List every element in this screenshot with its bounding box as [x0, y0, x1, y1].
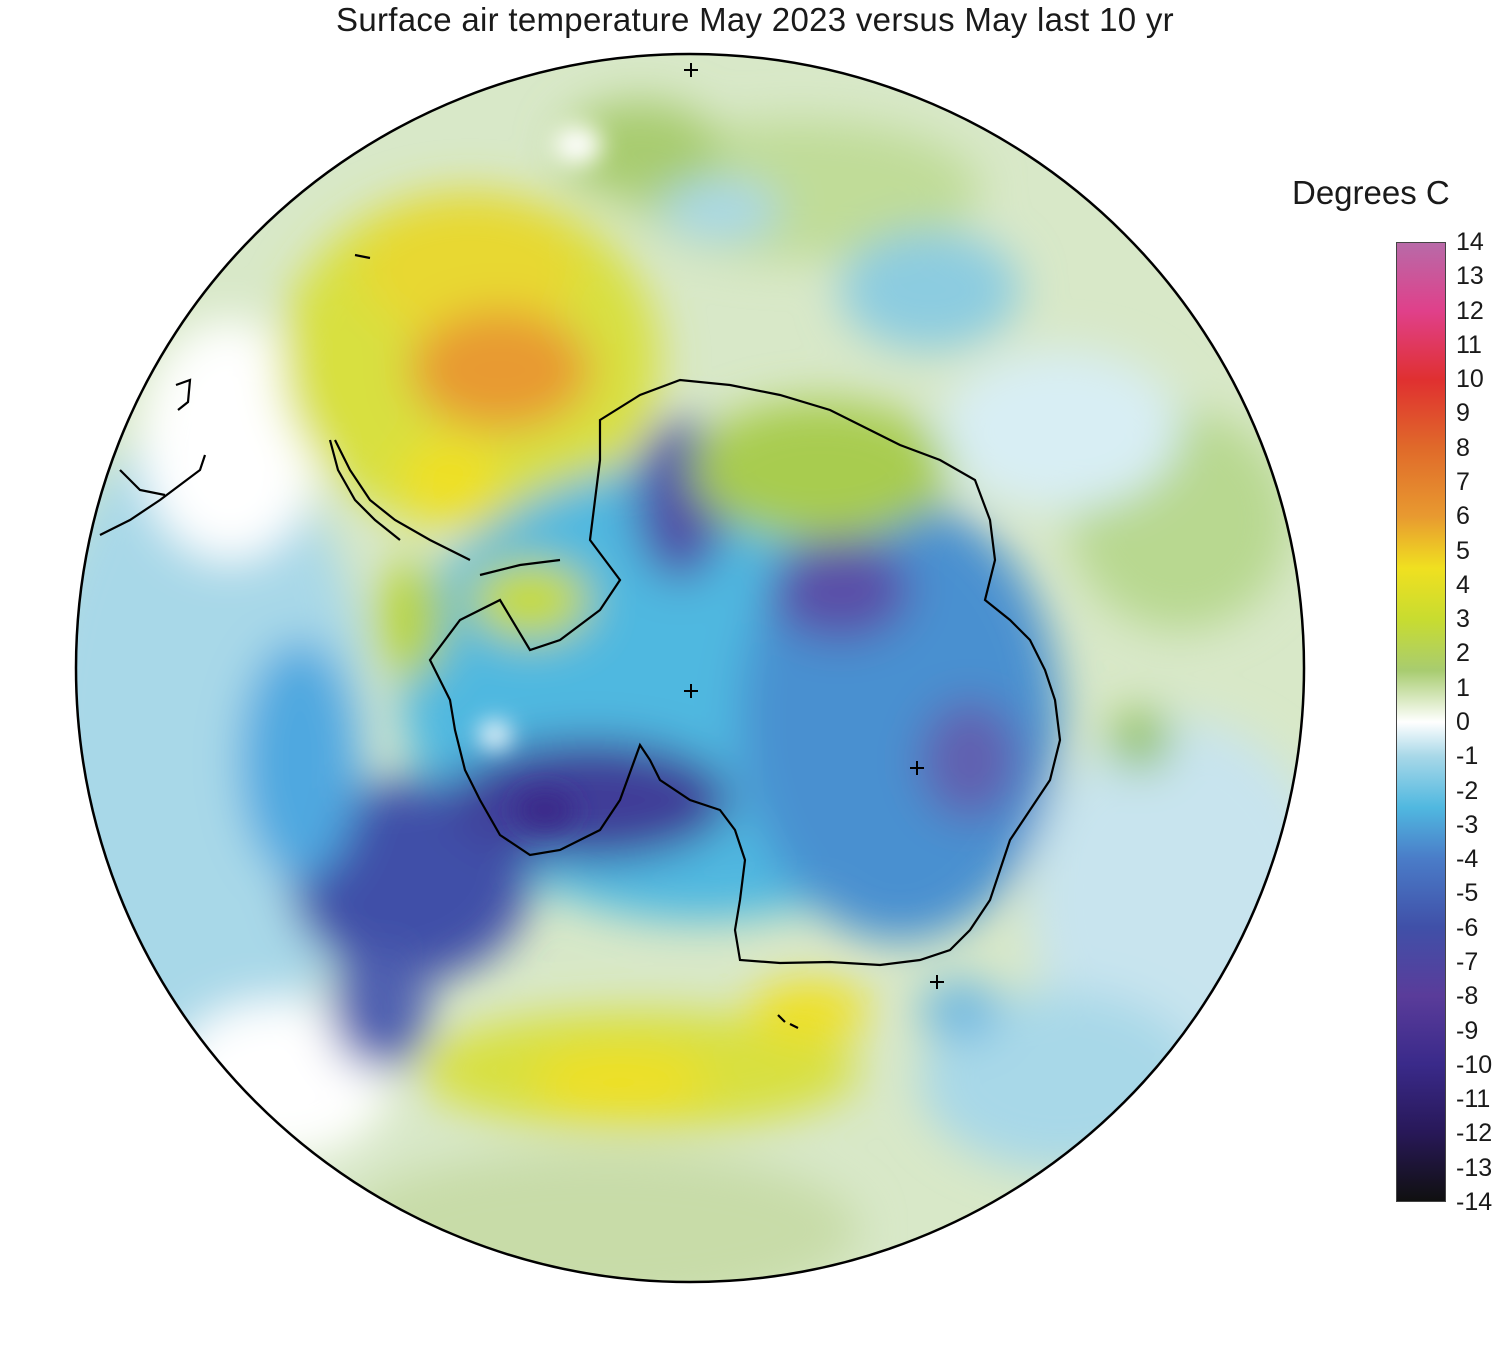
colorbar-tick-label: 1 — [1456, 673, 1470, 702]
colorbar-tick-label: -14 — [1456, 1188, 1493, 1216]
colorbar-tick-label: -3 — [1456, 810, 1479, 839]
colorbar-tick-label: 9 — [1456, 399, 1470, 428]
temperature-anomaly-field — [76, 54, 1304, 1282]
colorbar-tick-label: -1 — [1456, 742, 1479, 771]
colorbar-tick-label: -4 — [1456, 845, 1479, 874]
colorbar-tick-label: 4 — [1456, 570, 1470, 599]
colorbar-tick-label: -8 — [1456, 982, 1479, 1011]
colorbar-tick-label: -5 — [1456, 879, 1479, 908]
colorbar-tick-label: -2 — [1456, 776, 1479, 805]
colorbar-tick-label: 6 — [1456, 502, 1470, 531]
map-boundary — [74, 52, 1306, 1284]
colorbar-tick-label: 14 — [1456, 228, 1484, 256]
colorbar-unit-label: Degrees C — [1292, 174, 1450, 211]
colorbar-tick-label: 7 — [1456, 468, 1470, 496]
colorbar-tick-label: -7 — [1456, 948, 1479, 976]
colorbar-tick-label: -6 — [1456, 913, 1479, 942]
colorbar-tick-label: -10 — [1456, 1050, 1493, 1079]
colorbar-tick-label: -12 — [1456, 1119, 1493, 1148]
colorbar-tick-label: 10 — [1456, 365, 1484, 394]
colorbar-tick-label: -9 — [1456, 1016, 1479, 1045]
map-title: Surface air temperature May 2023 versus … — [336, 1, 1174, 38]
colorbar-tick-label: 2 — [1456, 639, 1470, 668]
colorbar — [1396, 242, 1446, 1202]
colorbar-tick-label: 5 — [1456, 536, 1470, 565]
colorbar-tick-label: 0 — [1456, 708, 1470, 736]
colorbar-tick-label: -13 — [1456, 1153, 1493, 1182]
colorbar-tick-label: 13 — [1456, 262, 1484, 291]
colorbar-tick-label: 12 — [1456, 296, 1484, 325]
colorbar-tick-label: 3 — [1456, 605, 1470, 634]
colorbar-tick-label: 11 — [1456, 330, 1482, 359]
colorbar-tick-label: 8 — [1456, 433, 1470, 462]
station-markers — [684, 63, 944, 989]
colorbar-tick-label: -11 — [1456, 1085, 1491, 1114]
antarctica-coastline — [99, 253, 1062, 1029]
